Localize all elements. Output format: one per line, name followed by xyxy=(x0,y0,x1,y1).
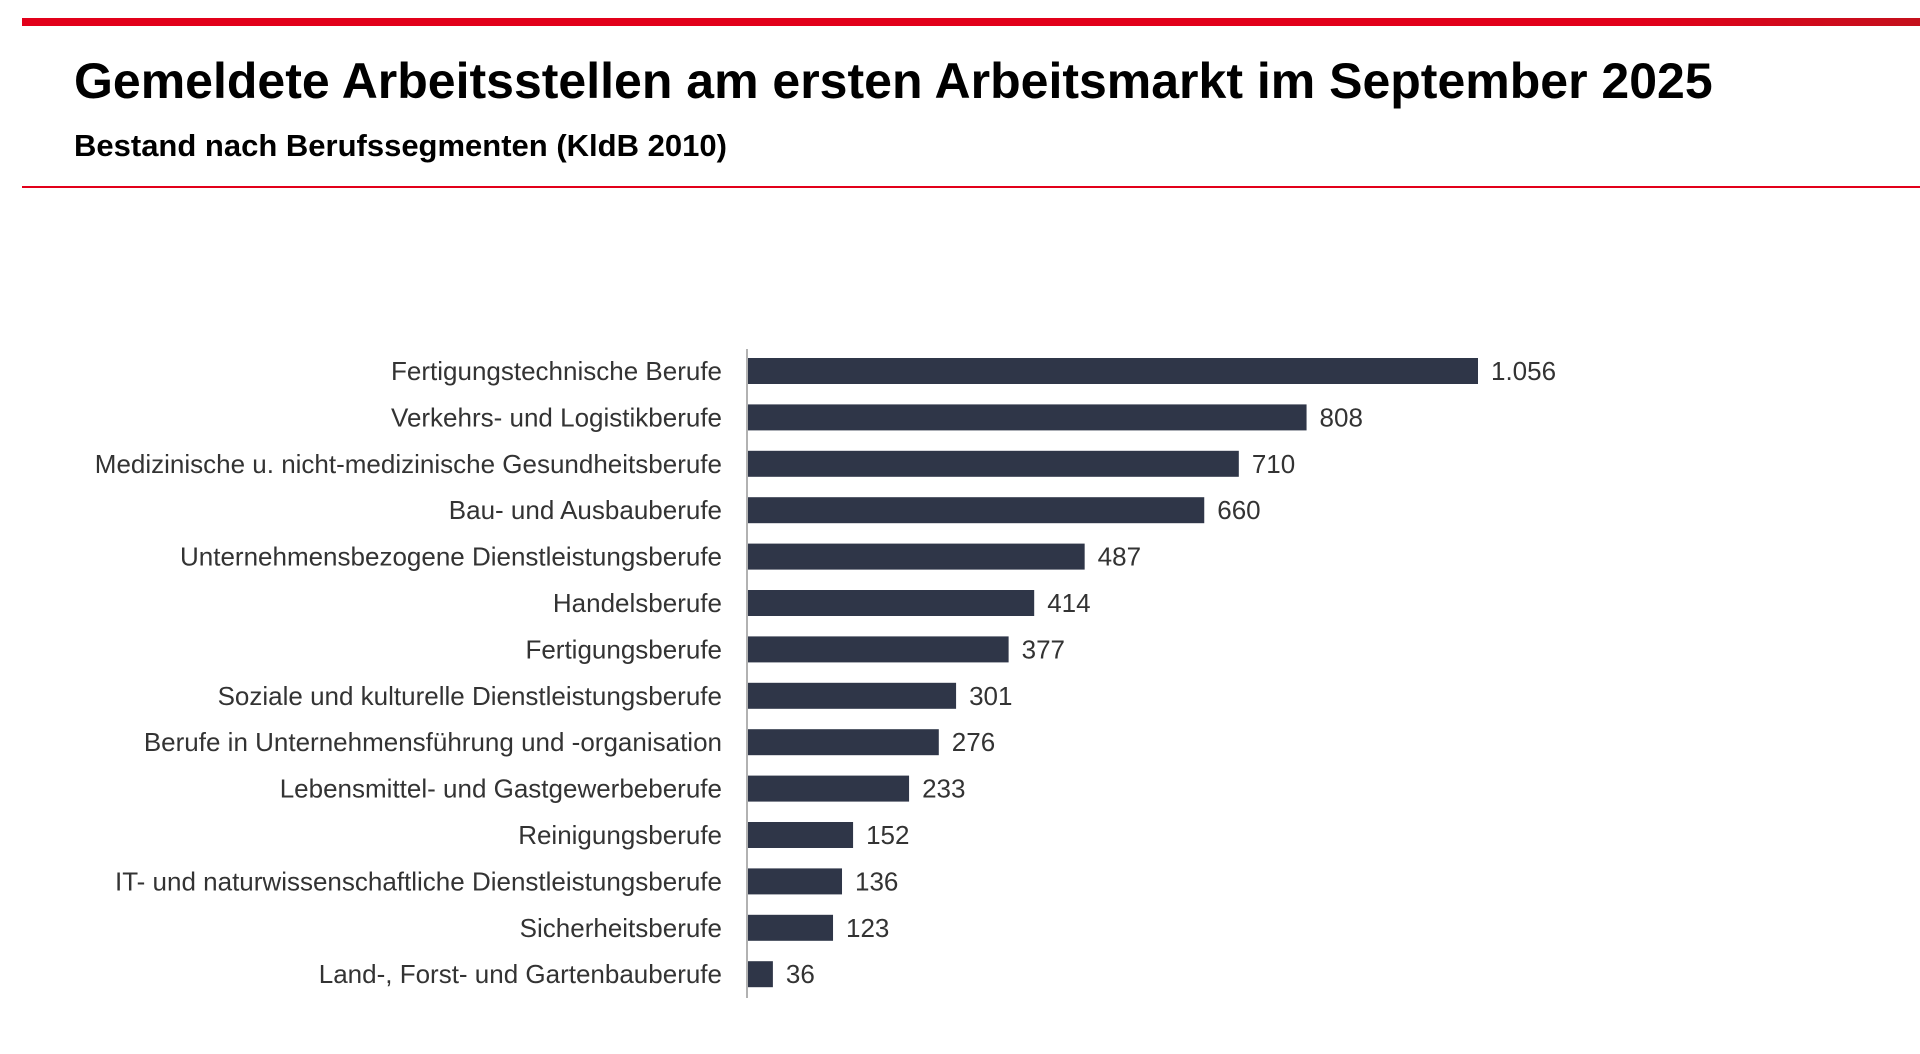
header-divider xyxy=(22,186,1920,188)
category-label: Fertigungstechnische Berufe xyxy=(391,356,722,386)
category-label: Handelsberufe xyxy=(553,588,722,618)
bar xyxy=(748,729,939,756)
bar xyxy=(748,543,1085,570)
category-label: Verkehrs- und Logistikberufe xyxy=(391,402,722,432)
bar xyxy=(748,961,773,988)
value-label: 301 xyxy=(969,681,1012,711)
category-label: IT- und naturwissenschaftliche Dienstlei… xyxy=(115,866,722,896)
value-label: 710 xyxy=(1252,449,1295,479)
bar xyxy=(748,497,1205,524)
top-accent-bar xyxy=(22,18,1920,26)
bar xyxy=(748,636,1009,663)
value-label: 377 xyxy=(1022,634,1065,664)
bar xyxy=(748,822,854,848)
category-label: Berufe in Unternehmensführung und -organ… xyxy=(144,727,722,757)
bar xyxy=(748,358,1478,384)
chart-subtitle: Bestand nach Berufssegmenten (KldB 2010) xyxy=(74,128,727,163)
bar xyxy=(748,868,843,895)
category-label: Soziale und kulturelle Dienstleistungsbe… xyxy=(218,681,722,711)
bar xyxy=(748,404,1307,431)
category-label: Unternehmensbezogene Dienstleistungsberu… xyxy=(180,542,722,572)
value-label: 123 xyxy=(846,913,889,943)
bar xyxy=(748,682,957,709)
bar xyxy=(748,450,1239,477)
value-label: 808 xyxy=(1320,402,1363,432)
category-label: Reinigungsberufe xyxy=(518,820,722,850)
value-label: 136 xyxy=(855,866,898,896)
category-label: Lebensmittel- und Gastgewerbeberufe xyxy=(280,774,722,804)
category-label: Bau- und Ausbauberufe xyxy=(449,495,722,525)
category-label: Land-, Forst- und Gartenbauberufe xyxy=(319,959,722,989)
chart-title: Gemeldete Arbeitsstellen am ersten Arbei… xyxy=(74,53,1713,109)
bar xyxy=(748,914,834,941)
value-label: 1.056 xyxy=(1491,356,1556,386)
value-label: 152 xyxy=(866,820,909,850)
category-label: Fertigungsberufe xyxy=(525,634,722,664)
value-label: 36 xyxy=(786,959,815,989)
value-label: 233 xyxy=(922,774,965,804)
value-label: 276 xyxy=(952,727,995,757)
value-label: 487 xyxy=(1098,542,1141,572)
bar xyxy=(748,775,910,802)
value-label: 660 xyxy=(1217,495,1260,525)
category-label: Sicherheitsberufe xyxy=(520,913,722,943)
category-label: Medizinische u. nicht-medizinische Gesun… xyxy=(95,449,722,479)
value-label: 414 xyxy=(1047,588,1090,618)
bar xyxy=(748,590,1035,616)
